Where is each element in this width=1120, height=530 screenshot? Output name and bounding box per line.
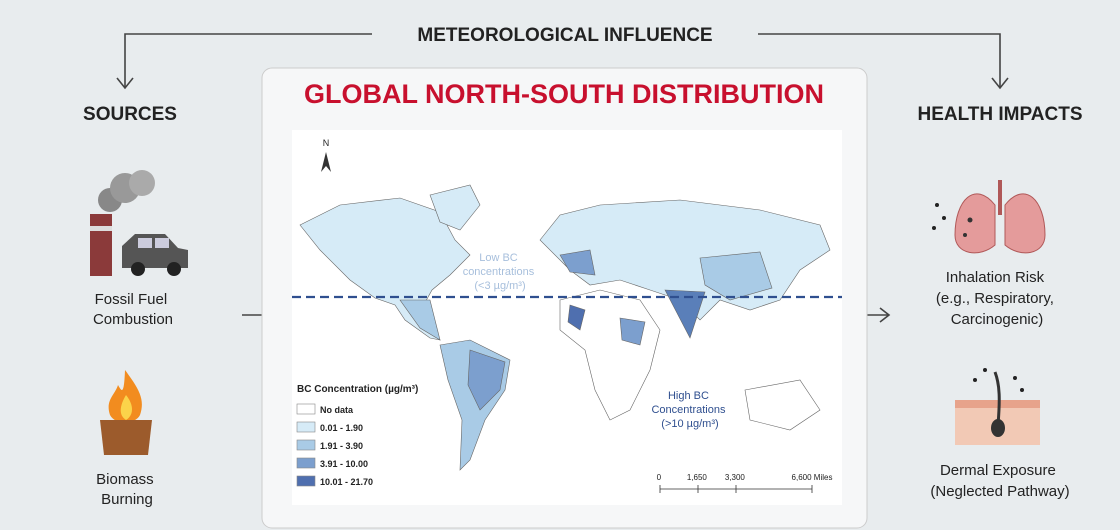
legend-swatch [296, 403, 316, 415]
legend: BC Concentration (µg/m³) No data 0.01 - 1… [296, 384, 418, 487]
lungs-icon [932, 180, 1046, 254]
skin-icon [955, 368, 1040, 445]
scale-bar [659, 485, 813, 493]
impact-label: Inhalation Risk (e.g., Respiratory, Carc… [936, 269, 1058, 328]
source-label: Fossil Fuel Combustion [93, 291, 173, 328]
fire-icon [100, 370, 152, 455]
legend-label: 1.91 - 3.90 [320, 441, 363, 451]
header-title: METEOROLOGICAL INFLUENCE [417, 25, 712, 46]
legend-swatch [296, 457, 316, 469]
source-label: Biomass Burning [96, 471, 158, 508]
legend-label: No data [320, 405, 354, 415]
impact-label: Dermal Exposure (Neglected Pathway) [930, 462, 1069, 500]
legend-swatch [296, 421, 316, 433]
north-label: N [323, 138, 330, 148]
high-note: High BC Concentrations (>10 µg/m³) [651, 390, 728, 430]
sources-title: SOURCES [83, 104, 177, 125]
legend-title: BC Concentration (µg/m³) [297, 384, 418, 395]
north-arrow [321, 152, 331, 172]
legend-label: 0.01 - 1.90 [320, 423, 363, 433]
panel-title: GLOBAL NORTH-SOUTH DISTRIBUTION [304, 79, 824, 109]
legend-label: 3.91 - 10.00 [320, 459, 368, 469]
bracket [116, 33, 1009, 323]
impacts-title: HEALTH IMPACTS [917, 104, 1082, 125]
world-map [299, 184, 831, 471]
factory-icon [90, 170, 188, 276]
legend-swatch [296, 475, 316, 487]
legend-label: 10.01 - 21.70 [320, 477, 373, 487]
legend-swatch [296, 439, 316, 451]
scale-labels: 0 1,650 3,300 6,600 Miles [657, 473, 833, 482]
low-note: Low BC concentrations (<3 µg/m³) [463, 252, 538, 292]
